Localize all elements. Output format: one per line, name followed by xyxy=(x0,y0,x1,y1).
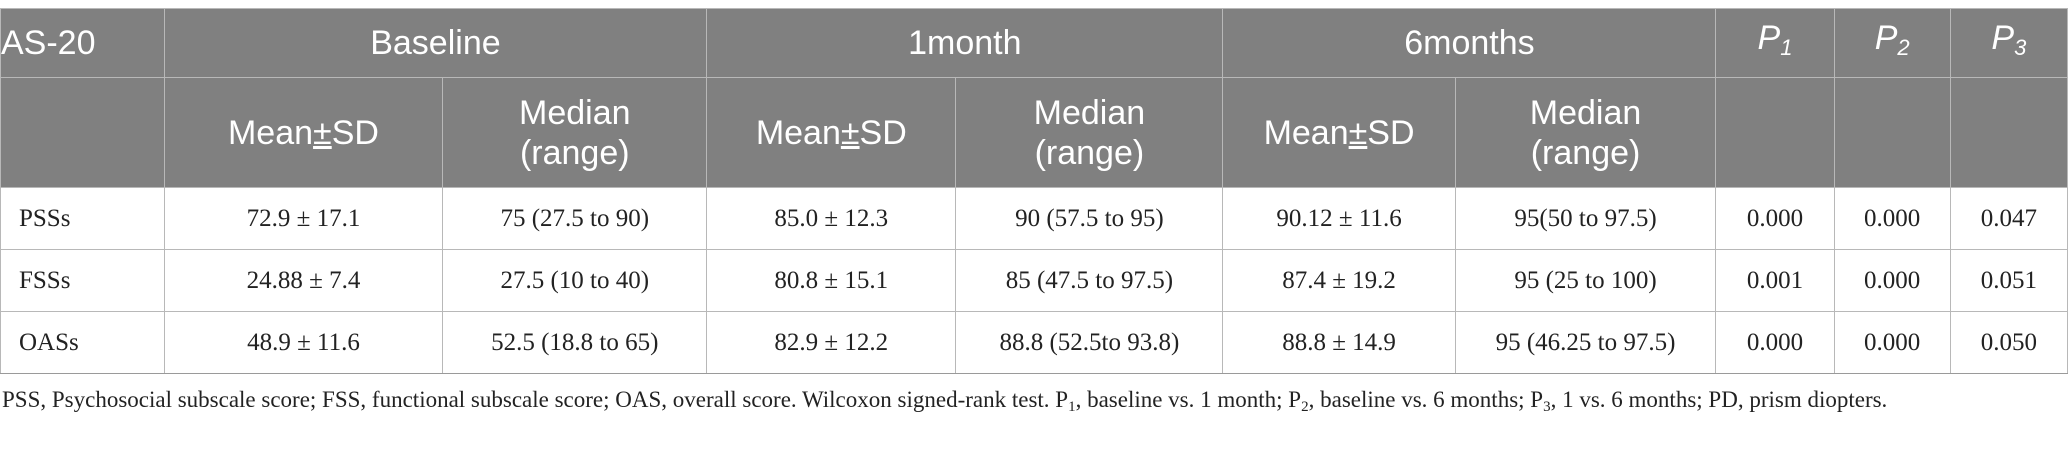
footnote-text: , baseline vs. 6 months; P xyxy=(1308,387,1544,412)
table-cell: 82.9 ± 12.2 xyxy=(706,311,957,374)
sd-text: SD xyxy=(859,113,907,152)
header-as20: AS-20 xyxy=(0,8,165,78)
range-text: (range) xyxy=(1530,133,1641,172)
header-baseline: Baseline xyxy=(163,8,708,78)
row-label: OASs xyxy=(0,311,165,374)
p-letter: P xyxy=(1991,19,2015,57)
results-table-container: AS-20 Baseline 1month 6months P1 P2 P3 M… xyxy=(0,8,2068,374)
table-cell: 24.88 ± 7.4 xyxy=(163,249,444,312)
header-mean-sd: Mean±SD xyxy=(163,77,444,188)
table-cell: 0.000 xyxy=(1715,311,1835,374)
p-sub: 3 xyxy=(2014,35,2027,60)
footnote-sub: 2 xyxy=(1301,399,1309,415)
header-mean-sd: Mean±SD xyxy=(706,77,957,188)
header-empty xyxy=(1833,77,1951,188)
plus-minus-text: ± xyxy=(1348,113,1368,152)
header-p3: P3 xyxy=(1949,8,2068,78)
table-cell: 48.9 ± 11.6 xyxy=(163,311,444,374)
results-table: AS-20 Baseline 1month 6months P1 P2 P3 M… xyxy=(0,8,2068,374)
table-cell: 0.050 xyxy=(1949,311,2068,374)
mean-text: Mean xyxy=(1263,113,1349,152)
footnote-sub: 3 xyxy=(1543,399,1551,415)
median-text: Median xyxy=(1033,93,1146,132)
table-row: PSSs 72.9 ± 17.1 75 (27.5 to 90) 85.0 ± … xyxy=(0,187,2068,250)
table-cell: 0.000 xyxy=(1833,249,1951,312)
table-row: OASs 48.9 ± 11.6 52.5 (18.8 to 65) 82.9 … xyxy=(0,311,2068,374)
header-1month: 1month xyxy=(706,8,1224,78)
sd-text: SD xyxy=(1367,113,1415,152)
table-cell: 27.5 (10 to 40) xyxy=(442,249,708,312)
header-empty xyxy=(1949,77,2068,188)
sd-text: SD xyxy=(331,113,379,152)
table-footnote: PSS, Psychosocial subscale score; FSS, f… xyxy=(2,384,2042,423)
range-text: (range) xyxy=(1034,133,1145,172)
table-cell: 0.051 xyxy=(1949,249,2068,312)
header-row-groups: AS-20 Baseline 1month 6months P1 P2 P3 xyxy=(0,8,2068,78)
header-row-stats: Mean±SD Median (range) Mean±SD Median (ran… xyxy=(0,77,2068,188)
table-cell: 0.000 xyxy=(1833,311,1951,374)
footnote-sub: 1 xyxy=(1068,399,1076,415)
table-cell: 85 (47.5 to 97.5) xyxy=(955,249,1224,312)
median-text: Median xyxy=(519,93,631,132)
header-median-range: Median (range) xyxy=(955,77,1224,188)
table-cell: 95 (25 to 100) xyxy=(1454,249,1717,312)
row-label: PSSs xyxy=(0,187,165,250)
table-cell: 90 (57.5 to 95) xyxy=(955,187,1224,250)
header-p2: P2 xyxy=(1833,8,1951,78)
table-cell: 85.0 ± 12.3 xyxy=(706,187,957,250)
header-median-range: Median (range) xyxy=(1454,77,1717,188)
header-empty xyxy=(1715,77,1835,188)
table-cell: 88.8 ± 14.9 xyxy=(1222,311,1456,374)
row-label: FSSs xyxy=(0,249,165,312)
table-cell: 95 (46.25 to 97.5) xyxy=(1454,311,1717,374)
p-sub: 2 xyxy=(1897,35,1910,60)
footnote-text: , baseline vs. 1 month; P xyxy=(1075,387,1302,412)
range-text: (range) xyxy=(519,133,630,172)
table-cell: 52.5 (18.8 to 65) xyxy=(442,311,708,374)
table-cell: 75 (27.5 to 90) xyxy=(442,187,708,250)
plus-minus-text: ± xyxy=(840,113,860,152)
table-cell: 95(50 to 97.5) xyxy=(1454,187,1717,250)
header-empty xyxy=(0,77,165,188)
table-row: FSSs 24.88 ± 7.4 27.5 (10 to 40) 80.8 ± … xyxy=(0,249,2068,312)
table-cell: 90.12 ± 11.6 xyxy=(1222,187,1456,250)
mean-text: Mean xyxy=(755,113,841,152)
table-cell: 87.4 ± 19.2 xyxy=(1222,249,1456,312)
median-text: Median xyxy=(1529,93,1642,132)
footnote-text: PSS, Psychosocial subscale score; FSS, f… xyxy=(2,387,1069,412)
table-cell: 0.000 xyxy=(1715,187,1835,250)
plus-minus-text: ± xyxy=(313,113,332,152)
mean-text: Mean xyxy=(227,113,314,152)
table-cell: 72.9 ± 17.1 xyxy=(163,187,444,250)
p-letter: P xyxy=(1757,19,1781,57)
header-6months: 6months xyxy=(1222,8,1717,78)
table-cell: 0.001 xyxy=(1715,249,1835,312)
p-sub: 1 xyxy=(1780,35,1793,60)
p-letter: P xyxy=(1874,19,1898,57)
table-cell: 88.8 (52.5to 93.8) xyxy=(955,311,1224,374)
header-p1: P1 xyxy=(1715,8,1835,78)
header-mean-sd: Mean±SD xyxy=(1222,77,1456,188)
footnote-text: , 1 vs. 6 months; PD, prism diopters. xyxy=(1550,387,1888,412)
header-median-range: Median (range) xyxy=(442,77,708,188)
table-cell: 80.8 ± 15.1 xyxy=(706,249,957,312)
table-cell: 0.000 xyxy=(1833,187,1951,250)
table-cell: 0.047 xyxy=(1949,187,2068,250)
